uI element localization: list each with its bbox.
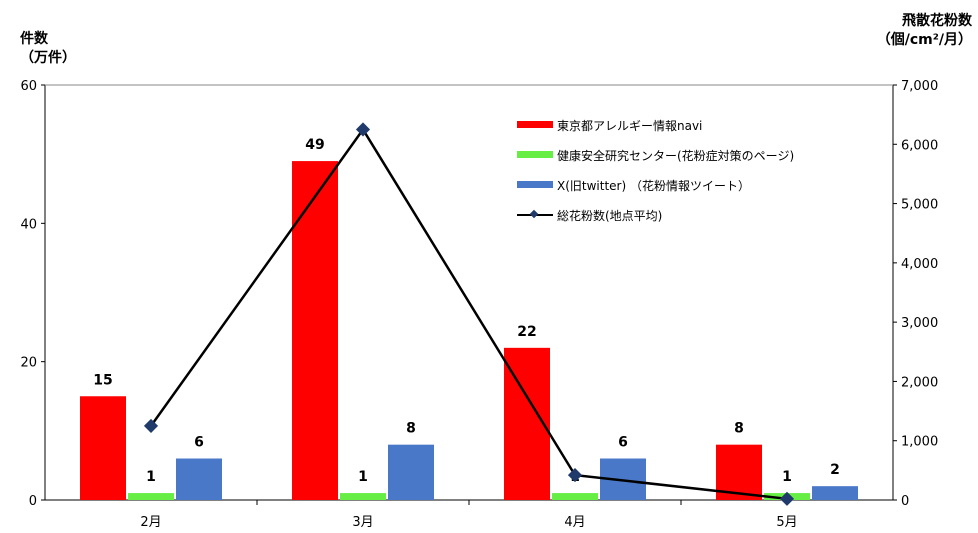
pollen-point-marker [143,418,159,433]
legend-label: 東京都アレルギー情報navi [557,119,703,133]
right-tick-label: 4,000 [901,257,938,272]
pollen-point-marker [355,122,371,137]
bar-data-label: 22 [517,324,536,340]
bar-data-label: 6 [618,435,628,451]
bar-data-label: 8 [734,421,744,437]
right-tick-label: 2,000 [901,375,938,390]
bar-data-label: 6 [194,435,204,451]
left-axis-title-line1: 件数 [20,31,48,47]
left-tick-label: 20 [20,356,37,371]
bar-data-label: 1 [782,469,792,485]
legend-label: 総花粉数(地点平均) [557,209,663,223]
x-tick-label: 4月 [564,515,585,530]
left-axis-title: 件数 （万件） [20,30,76,68]
bar [388,444,434,500]
right-tick-label: 3,000 [901,316,938,331]
bar [80,396,126,500]
x-tick-label: 3月 [352,515,373,530]
bar-data-label: 1 [146,469,156,485]
bar-data-label: 1 [358,469,368,485]
right-axis-title-line1: 飛散花粉数 [902,13,972,29]
x-tick-label: 2月 [140,515,161,530]
left-tick-label: 40 [20,217,37,232]
bar-data-label: 8 [406,421,416,437]
legend-label: X(旧twitter) （花粉情報ツイート） [557,179,750,193]
right-axis-title-line2: （個/cm²/月） [876,32,972,48]
legend-label: 健康安全研究センター(花粉症対策のページ) [557,149,795,163]
bar [340,493,386,500]
right-axis-title: 飛散花粉数 （個/cm²/月） [862,12,972,50]
right-tick-label: 7,000 [901,79,938,94]
x-tick-label: 5月 [776,515,797,530]
bar [128,493,174,500]
bar-data-label: 15 [93,372,112,388]
bar [812,486,858,500]
bar [176,458,222,500]
bar [552,493,598,500]
right-tick-label: 6,000 [901,138,938,153]
bar-data-label: 49 [305,137,324,153]
pollen-point-marker [567,468,583,483]
left-axis-title-line2: （万件） [20,50,76,66]
pollen-point-marker [779,491,795,506]
legend-swatch-blue [517,181,553,188]
bar-data-label: 2 [830,462,840,478]
left-tick-label: 0 [29,494,37,509]
legend-swatch-green [517,151,553,158]
bar [292,161,338,501]
left-tick-label: 60 [20,79,37,94]
right-tick-label: 0 [901,494,909,509]
legend-swatch-red [517,121,553,128]
right-tick-label: 1,000 [901,435,938,450]
right-tick-label: 5,000 [901,198,938,213]
pollen-line [149,127,788,501]
